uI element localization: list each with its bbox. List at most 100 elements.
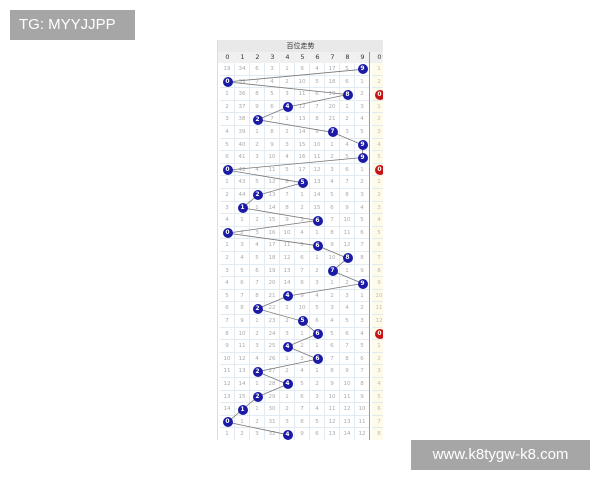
hit-ball: 2 [252,190,263,201]
cell: 2 [220,100,235,114]
cell: 4 [220,277,235,290]
cell: 6 [310,428,325,440]
cell: 2 [295,201,310,215]
hit-ball: 9 [357,139,368,150]
cell: 32 [265,428,280,440]
cell: 2 [310,378,325,391]
cell: 6 [295,252,310,265]
cell: 7 [295,403,310,416]
cell: 13 [295,113,310,126]
cell: 13 [220,390,235,404]
cell: 17 [325,63,340,76]
cell: 1 [310,340,325,353]
cell: 12 [265,176,280,189]
extra-cell: 6 [372,403,383,416]
cell: 23 [265,315,280,328]
cell: 4 [265,75,280,89]
column-divider [369,52,370,440]
extra-cell: 3 [372,201,383,215]
cell: 5 [340,63,355,76]
hit-ball: 8 [342,253,353,264]
cell: 7 [250,75,265,89]
cell: 12 [340,403,355,416]
cell: 27 [265,365,280,378]
cell: 20 [265,277,280,290]
cell [310,214,325,227]
cell: 6 [310,315,325,328]
cell: 5 [220,289,235,303]
cell: 11 [220,365,235,378]
cell [220,163,235,177]
cell: 1 [280,390,295,404]
cell: 9 [295,289,310,303]
cell: 3 [250,226,265,240]
extra-cell: 7 [372,252,383,265]
extra-cell: 1 [372,63,383,76]
cell: 3 [250,428,265,440]
cell: 13 [235,365,250,378]
cell: 12 [280,252,295,265]
cell: 4 [325,315,340,328]
cell [280,289,295,303]
cell: 9 [265,138,280,152]
cell: 8 [280,201,295,215]
cell: 8 [295,277,310,290]
cell: 5 [220,138,235,152]
cell: 6 [280,176,295,189]
cell: 43 [235,176,250,189]
hit-ball: 6 [312,354,323,365]
cell: 11 [295,88,310,101]
hit-ball: 6 [312,215,323,226]
cell: 41 [235,151,250,164]
cell: 14 [220,403,235,416]
cell: 8 [250,88,265,101]
column-header-1: 1 [240,53,245,61]
hit-ball: 9 [357,152,368,163]
cell: 9 [220,340,235,353]
column-header: 0 1 2 3 4 5 6 7 8 9 0 [218,52,383,63]
hit-ball: 0 [222,76,233,87]
cell: 3 [310,277,325,290]
extra-hit-ball: 0 [374,328,383,339]
cell: 10 [235,327,250,341]
cell: 5 [235,264,250,278]
cell: 10 [325,390,340,404]
cell: 4 [310,289,325,303]
hit-ball: 4 [282,379,293,390]
cell: 8 [325,365,340,378]
cell: 13 [280,264,295,278]
cell: 3 [325,302,340,315]
cell: 15 [295,138,310,152]
cell: 1 [220,428,235,440]
cell: 5 [310,415,325,429]
hit-ball: 8 [342,89,353,100]
cell: 4 [280,151,295,164]
cell: 14 [340,428,355,440]
cell: 18 [265,252,280,265]
cell: 21 [265,289,280,303]
cell: 10 [295,75,310,89]
cell [235,403,250,416]
trend-polyline [226,68,364,436]
extra-cell: 3 [372,365,383,378]
extra-cell: 1 [372,340,383,353]
cell: 17 [265,239,280,252]
cell: 6 [340,163,355,177]
cell: 3 [220,113,235,126]
cell: 6 [325,201,340,215]
hit-ball: 4 [282,291,293,302]
cell: 1 [340,264,355,278]
hit-ball: 0 [222,228,233,239]
cell [340,252,355,265]
cell: 13 [265,189,280,202]
cell: 5 [325,327,340,341]
cell: 3 [295,352,310,366]
column-header-6: 6 [315,53,320,61]
cell: 2 [280,365,295,378]
extra-cell: 5 [372,226,383,240]
column-header-9: 9 [360,53,365,61]
cell: 5 [340,151,355,164]
cell: 10 [280,226,295,240]
cell: 15 [235,390,250,404]
cell: 1 [250,201,265,215]
